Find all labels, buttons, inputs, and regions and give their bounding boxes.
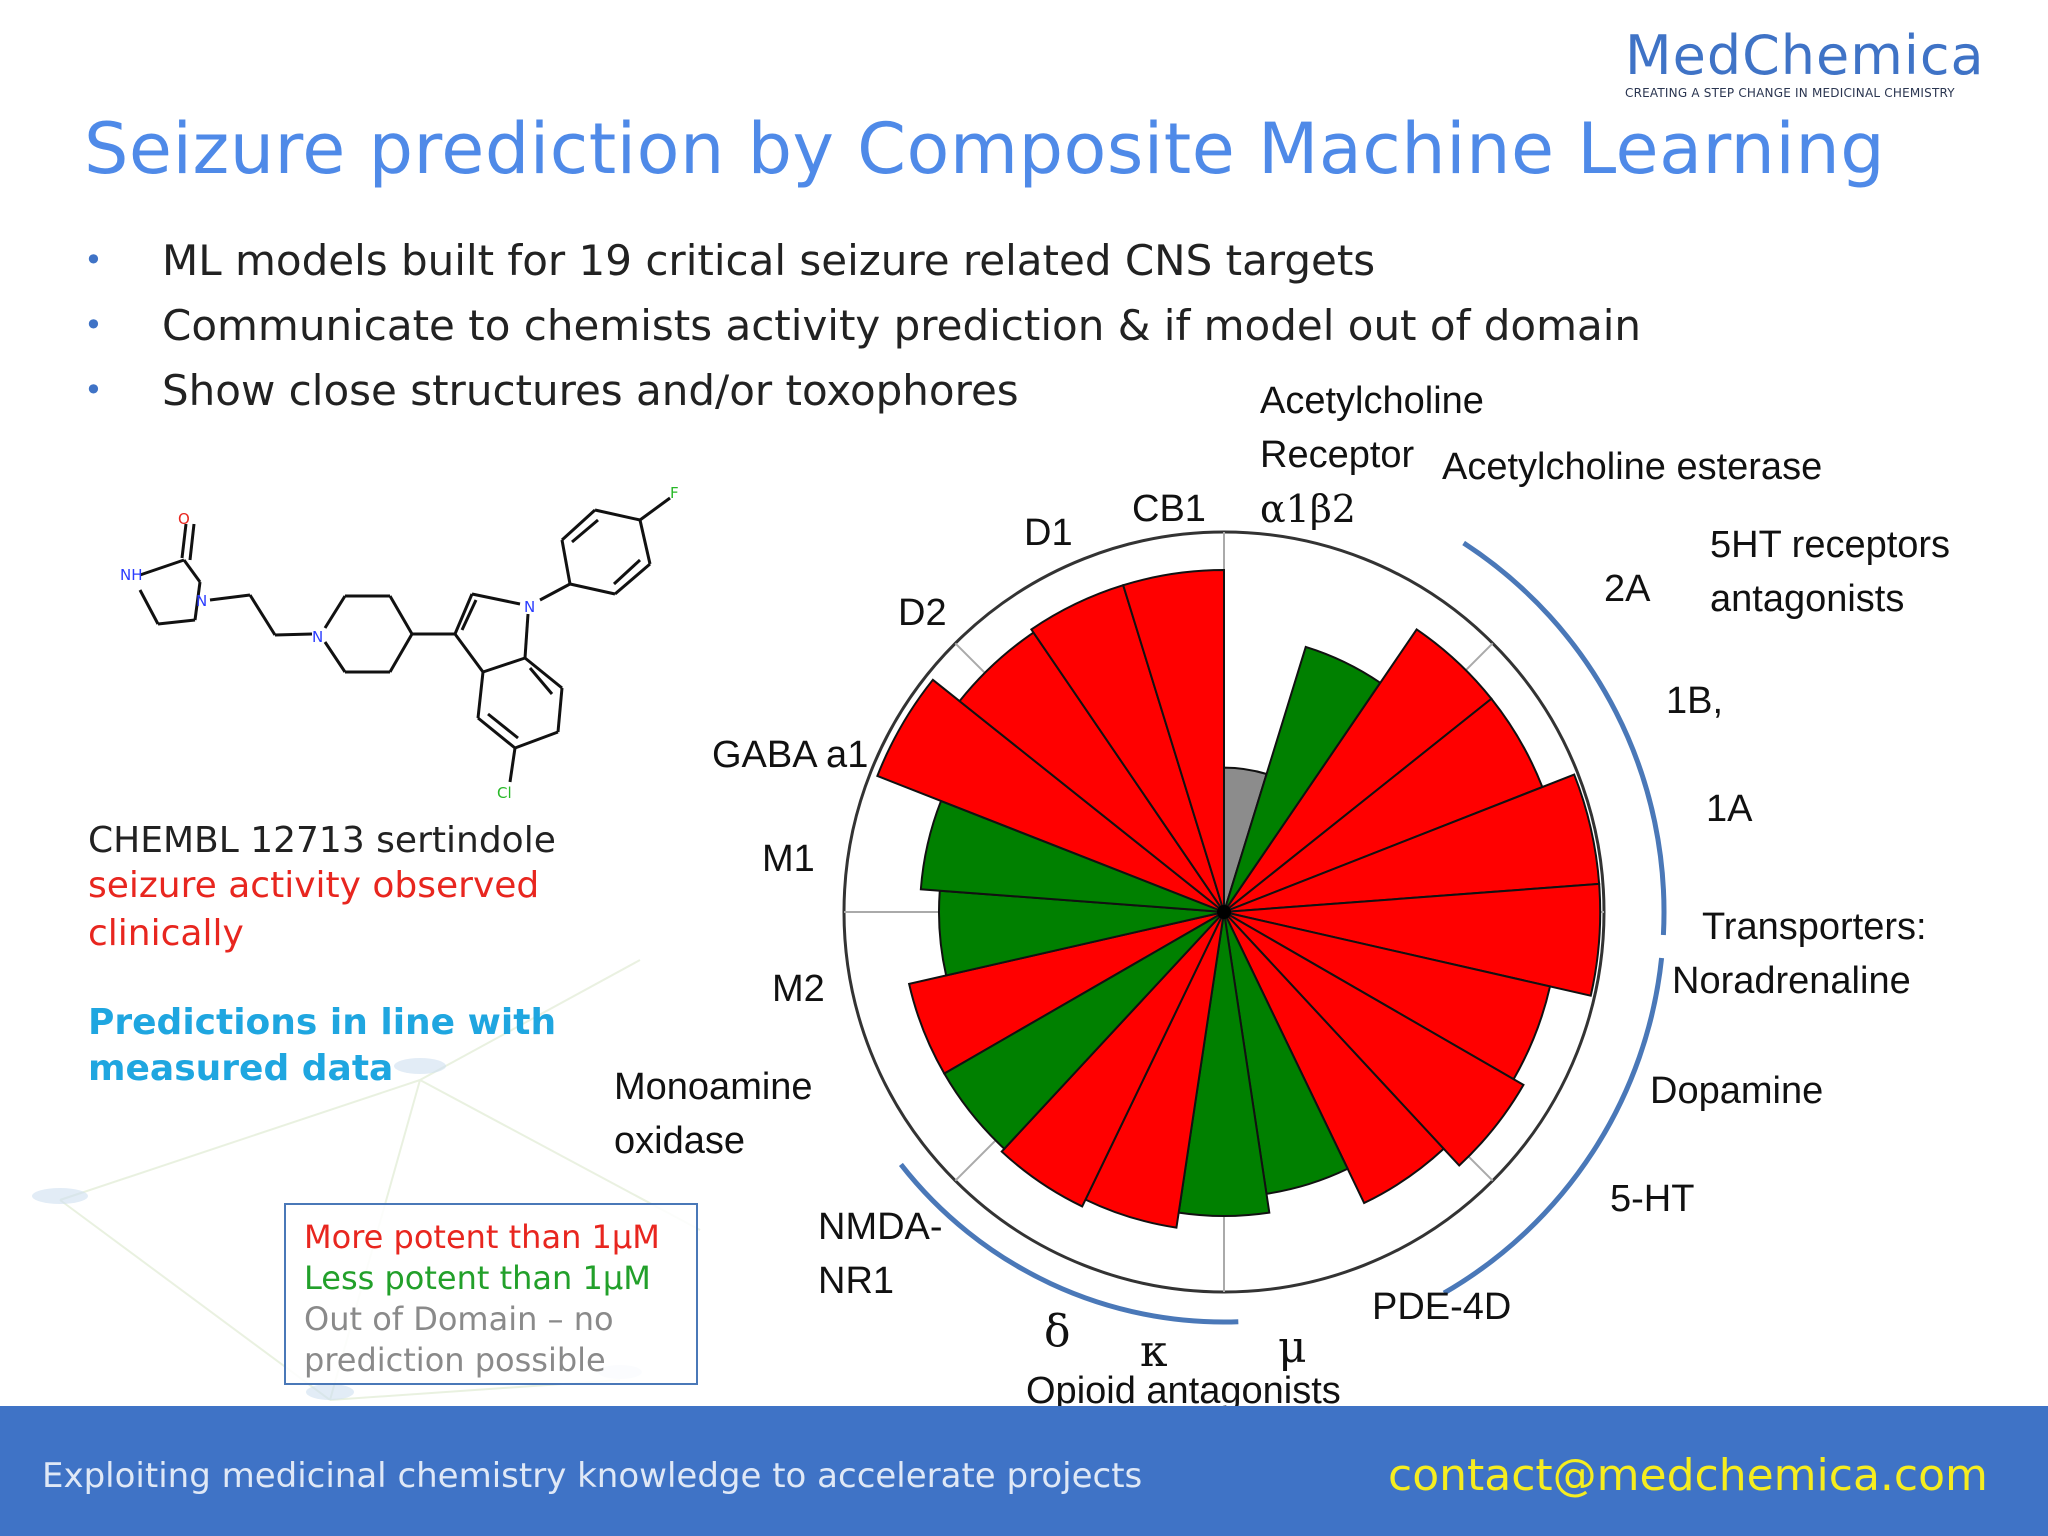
medchemica-logo: MedChemica CREATING A STEP CHANGE IN MED… [1625, 24, 1985, 101]
label-transporters-1: Transporters: [1702, 906, 1927, 948]
footer-bar [0, 1406, 2048, 1536]
sertindole-structure: NH O N N N F Cl [120, 484, 679, 802]
label-ach-receptor-sub: α1β2 [1260, 487, 1356, 531]
label-mao-2: oxidase [614, 1120, 745, 1162]
chart-sector [1121, 568, 1225, 913]
legend-less-potent: Less potent than 1μM [304, 1259, 651, 1297]
prediction-note: Predictions in line with measured data [88, 1002, 557, 1089]
atom-cl: Cl [497, 784, 512, 802]
label-kappa: κ [1140, 1326, 1168, 1377]
slide-title: Seizure prediction by Composite Machine … [84, 108, 1886, 190]
label-5ht-1a: 1A [1706, 788, 1753, 830]
chart-center-dot [1217, 905, 1231, 919]
label-mu: μ [1278, 1322, 1307, 1373]
atom-n2: N [312, 628, 323, 646]
label-ach-receptor-1: Acetylcholine [1260, 380, 1484, 422]
bullet-dot-icon: • [84, 371, 103, 409]
chart-sectors [876, 568, 1602, 1229]
label-nmda-1: NMDA- [818, 1206, 943, 1248]
label-d1: D1 [1024, 512, 1073, 554]
label-5ht-group-1: 5HT receptors [1710, 524, 1951, 566]
chart-sector [876, 678, 1225, 913]
bullet-dot-icon: • [84, 306, 103, 344]
bullet-text: Communicate to chemists activity predict… [162, 301, 1642, 350]
chart-sector [1000, 911, 1225, 1208]
atom-n3: N [524, 598, 535, 616]
label-transporters-2: Noradrenaline [1672, 960, 1911, 1002]
arc-transporters [1442, 957, 1665, 1296]
logo-wordmark: MedChemica [1625, 24, 1985, 87]
label-5ht: 5-HT [1610, 1178, 1695, 1220]
chart-sector [1223, 882, 1602, 997]
bullet-list: • ML models built for 19 critical seizure… [84, 228, 1641, 423]
atom-nh: NH [120, 566, 143, 584]
label-m1: M1 [762, 838, 815, 880]
label-mao-1: Monoamine [614, 1066, 813, 1108]
chart-sector [1223, 911, 1446, 1205]
label-5ht-1b: 1B, [1666, 680, 1724, 722]
label-opioid: Opioid antagonists [1026, 1370, 1341, 1412]
label-m2: M2 [772, 968, 825, 1010]
logo-tagline: CREATING A STEP CHANGE IN MEDICINAL CHEM… [1625, 86, 1955, 100]
label-gaba: GABA a1 [712, 734, 869, 776]
footer-tagline: Exploiting medicinal chemistry knowledge… [42, 1456, 1143, 1496]
legend-out-of-domain: Out of Domain – no prediction possible [304, 1300, 614, 1379]
label-ach-esterase: Acetylcholine esterase [1442, 446, 1823, 488]
arc-5ht-receptors [1462, 540, 1667, 936]
atom-f: F [670, 484, 679, 502]
arc-opioid [898, 1162, 1239, 1325]
label-5ht-group-2: antagonists [1710, 578, 1905, 620]
label-5ht-2a: 2A [1604, 568, 1651, 610]
seizure-observation: seizure activity observed clinically [88, 865, 540, 954]
label-delta: δ [1044, 1306, 1071, 1357]
bullet-item: • Communicate to chemists activity predic… [84, 293, 1641, 358]
atom-o: O [178, 510, 190, 528]
label-ach-receptor-2: Receptor [1260, 434, 1415, 476]
label-nmda-2: NR1 [818, 1260, 895, 1302]
chart-sector [907, 911, 1225, 1075]
bullet-item: • Show close structures and/or toxophores [84, 358, 1641, 423]
atom-n1: N [196, 592, 207, 610]
compound-id-label: CHEMBL 12713 sertindole [88, 820, 556, 861]
bullet-text: ML models built for 19 critical seizure … [162, 236, 1376, 285]
bullet-item: • ML models built for 19 critical seizure… [84, 228, 1641, 293]
label-pde4d: PDE-4D [1372, 1286, 1512, 1328]
bullet-dot-icon: • [84, 241, 103, 279]
legend-box: More potent than 1μM Less potent than 1μ… [284, 1203, 698, 1385]
legend-more-potent: More potent than 1μM [304, 1218, 660, 1256]
bullet-text: Show close structures and/or toxophores [162, 366, 1019, 415]
chart-sector [1223, 911, 1525, 1167]
label-cb1: CB1 [1132, 488, 1206, 530]
footer-email-link[interactable]: contact@medchemica.com [1388, 1450, 1988, 1501]
label-dopamine: Dopamine [1650, 1070, 1824, 1112]
label-d2: D2 [898, 592, 947, 634]
